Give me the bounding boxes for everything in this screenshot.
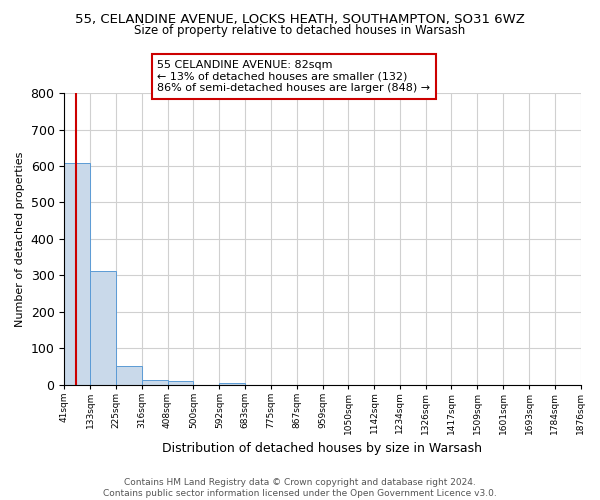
Text: 55, CELANDINE AVENUE, LOCKS HEATH, SOUTHAMPTON, SO31 6WZ: 55, CELANDINE AVENUE, LOCKS HEATH, SOUTH… — [75, 12, 525, 26]
Text: Size of property relative to detached houses in Warsash: Size of property relative to detached ho… — [134, 24, 466, 37]
Bar — [219, 383, 245, 384]
Bar — [142, 380, 167, 384]
Bar — [90, 272, 116, 384]
X-axis label: Distribution of detached houses by size in Warsash: Distribution of detached houses by size … — [163, 442, 482, 455]
Text: Contains HM Land Registry data © Crown copyright and database right 2024.
Contai: Contains HM Land Registry data © Crown c… — [103, 478, 497, 498]
Bar — [64, 163, 90, 384]
Bar — [167, 380, 193, 384]
Y-axis label: Number of detached properties: Number of detached properties — [15, 151, 25, 326]
Text: 55 CELANDINE AVENUE: 82sqm
← 13% of detached houses are smaller (132)
86% of sem: 55 CELANDINE AVENUE: 82sqm ← 13% of deta… — [157, 60, 430, 93]
Bar — [116, 366, 142, 384]
